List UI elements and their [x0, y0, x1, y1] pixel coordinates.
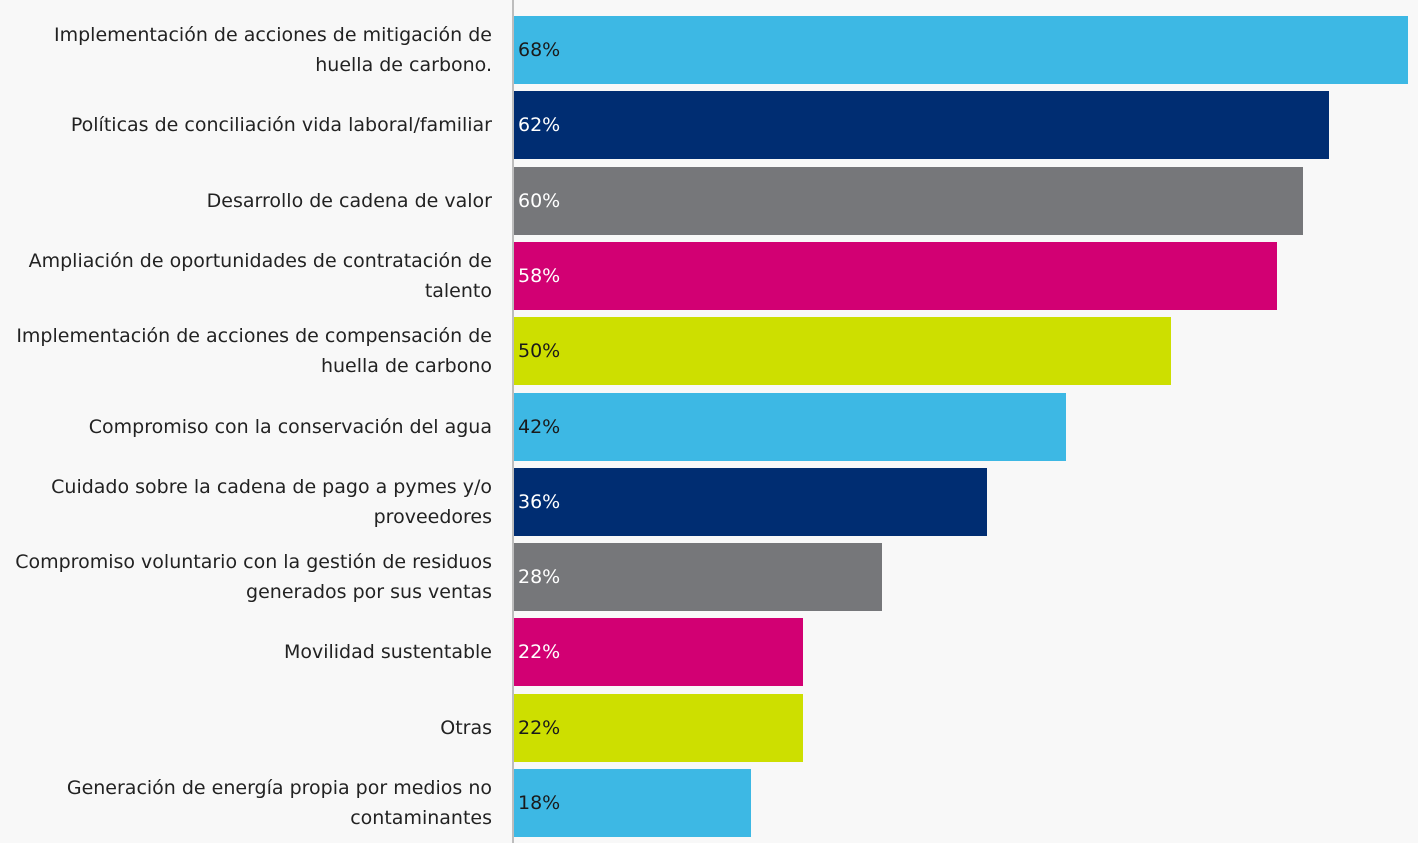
bar: [514, 543, 883, 612]
category-label: Movilidad sustentable: [283, 641, 492, 664]
bar: [514, 769, 751, 837]
value-label: 68%: [518, 39, 561, 61]
bar: [514, 91, 1330, 160]
value-label: 36%: [518, 490, 561, 513]
bar: [514, 166, 1303, 235]
category-label: Políticas de conciliación vida laboral/f…: [70, 114, 492, 137]
bar: [514, 16, 1408, 84]
value-label: 62%: [518, 114, 561, 137]
value-label: 50%: [518, 340, 561, 363]
value-label: 22%: [518, 716, 561, 739]
value-label: 58%: [518, 264, 561, 287]
category-label: Implementación de acciones de mitigación…: [54, 24, 492, 76]
category-label: Implementación de acciones de compensaci…: [16, 325, 492, 378]
category-label: Desarrollo de cadena de valor: [206, 189, 492, 212]
value-label: 28%: [518, 566, 561, 589]
category-label: Cuidado sobre la cadena de pago a pymes …: [51, 475, 492, 528]
value-label: 42%: [518, 415, 561, 438]
bar: [514, 618, 804, 687]
bar: [514, 467, 988, 536]
bar: [514, 392, 1067, 461]
category-label: Compromiso voluntario con la gestión de …: [15, 551, 492, 604]
category-label: Otras: [440, 716, 492, 739]
bar: [514, 241, 1277, 310]
value-label: 18%: [518, 792, 561, 814]
value-label: 22%: [518, 641, 561, 664]
value-label: 60%: [518, 189, 561, 212]
category-label: Generación de energía propia por medios …: [66, 777, 492, 829]
bar: [514, 317, 1172, 386]
category-label: Ampliación de oportunidades de contratac…: [28, 249, 492, 302]
axis-line: [512, 0, 514, 843]
category-label: Compromiso con la conservación del agua: [88, 415, 492, 438]
bar: [514, 693, 804, 762]
